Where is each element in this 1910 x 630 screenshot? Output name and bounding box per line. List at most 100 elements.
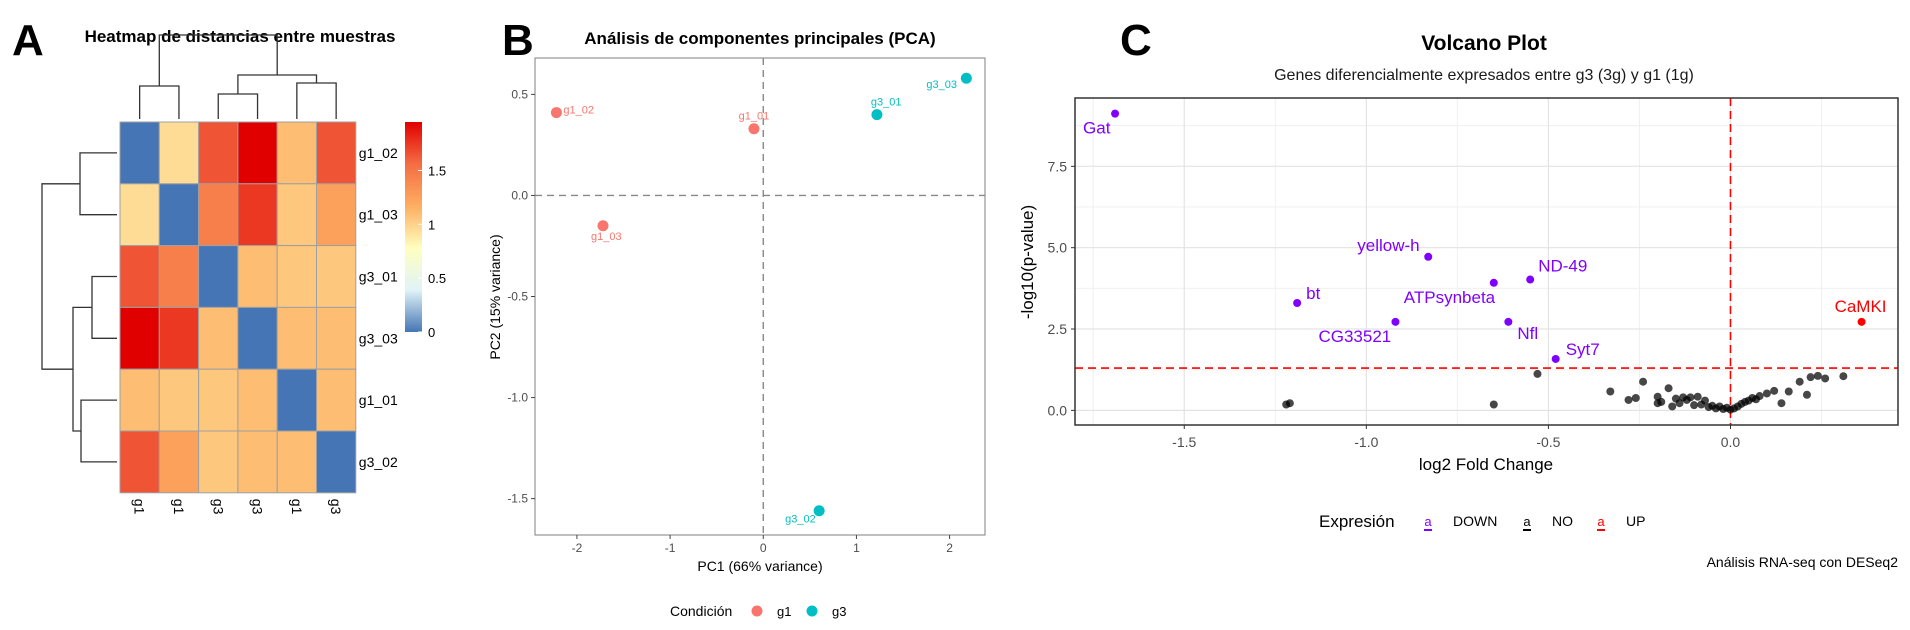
dendrogram-branch [158, 34, 278, 86]
legend-tick-label: 0.5 [428, 271, 446, 286]
pca-point-g1_01 [748, 123, 760, 135]
heatmap-row-label: g3_02 [359, 454, 398, 470]
pca-point-label: g1_03 [591, 231, 622, 243]
volcano-point [1675, 399, 1684, 408]
heatmap-cell [237, 121, 278, 185]
volcano-point [1857, 317, 1866, 326]
volcano-point [1795, 377, 1804, 386]
heatmap-col-label: g3 [250, 499, 266, 515]
legend-tick-label: 1.5 [428, 163, 446, 178]
volcano-point [1806, 373, 1815, 382]
volcano-gene-label: bt [1306, 284, 1320, 303]
volcano-legend-key: a [1523, 514, 1531, 529]
pca-x-tick-label: 0 [760, 541, 767, 555]
volcano-subtitle: Genes diferencialmente expresados entre … [1274, 67, 1694, 84]
volcano-panel: Volcano Plot Genes diferencialmente expre… [1018, 32, 1899, 570]
heatmap-cell [158, 430, 200, 494]
volcano-y-tick-label: 5.0 [1048, 240, 1068, 256]
heatmap-cell [276, 430, 318, 494]
heatmap-cell [316, 121, 357, 185]
heatmap-cell [198, 121, 239, 185]
volcano-point [1668, 402, 1677, 411]
heatmap-cell [198, 306, 239, 370]
pca-x-tick-label: -1 [665, 541, 676, 555]
volcano-point [1111, 109, 1120, 118]
heatmap-cell [276, 245, 318, 308]
heatmap-row-label: g1_01 [359, 392, 398, 408]
heatmap-cells [119, 121, 357, 494]
heatmap-row-label: g1_03 [359, 207, 398, 223]
heatmap-cell [276, 306, 318, 370]
volcano-point [1693, 392, 1702, 401]
heatmap-cell [237, 245, 278, 308]
pca-legend-label: g1 [777, 604, 791, 619]
pca-point-g3_03 [960, 72, 972, 84]
legend-tick-label: 0 [428, 325, 435, 340]
volcano-caption: Análisis RNA-seq con DESeq2 [1707, 554, 1899, 570]
heatmap-col-label: g1 [289, 499, 305, 515]
heatmap-col-label: g1 [132, 499, 148, 515]
heatmap-cell [158, 183, 200, 247]
volcano-point [1526, 275, 1535, 284]
volcano-point [1784, 387, 1793, 396]
volcano-point [1762, 389, 1771, 398]
heatmap-col-label: g3 [210, 499, 226, 515]
volcano-legend-key: a [1424, 514, 1432, 529]
pca-y-axis-label: PC2 (15% variance) [487, 234, 503, 359]
pca-x-tick-label: 2 [946, 541, 953, 555]
pca-point-g3_01 [871, 109, 883, 121]
heatmap-color-legend [405, 122, 422, 332]
volcano-gene-label: Syt7 [1566, 340, 1600, 359]
heatmap-cell [119, 430, 160, 494]
volcano-plot-frame [1074, 97, 1899, 426]
volcano-point [1690, 401, 1699, 410]
heatmap-cell [316, 368, 357, 432]
panel-letter-b: B [502, 16, 534, 65]
pca-point-label: g3_03 [926, 79, 957, 91]
volcano-legend-title: Expresión [1319, 512, 1395, 531]
volcano-legend-label: NO [1552, 513, 1573, 529]
pca-point-label: g1_01 [739, 111, 770, 123]
pca-legend-title: Condición [670, 603, 732, 619]
pca-title: Análisis de componentes principales (PCA… [584, 29, 935, 48]
pca-point-g3_02 [813, 505, 825, 517]
heatmap-cell [158, 121, 200, 185]
heatmap-cell [198, 183, 239, 247]
heatmap-cell [158, 306, 200, 370]
volcano-legend-label: UP [1626, 513, 1645, 529]
pca-panel: Análisis de componentes principales (PCA… [487, 29, 986, 619]
volcano-y-tick-label: 2.5 [1048, 321, 1068, 337]
heatmap-cell [316, 430, 357, 494]
row-dendrogram [41, 152, 117, 463]
pca-legend-swatch [806, 605, 818, 617]
heatmap-cell [198, 368, 239, 432]
heatmap-cell [316, 306, 357, 370]
pca-y-tick-label: 0.0 [511, 188, 528, 202]
heatmap-cell [316, 183, 357, 247]
volcano-y-axis-label: -log10(p-value) [1018, 205, 1037, 319]
heatmap-cell [276, 121, 318, 185]
volcano-point [1839, 372, 1848, 381]
pca-y-tick-label: -1.0 [507, 391, 528, 405]
heatmap-cell [119, 306, 160, 370]
volcano-gene-label: Nfl [1517, 324, 1538, 343]
volcano-x-axis-label: log2 Fold Change [1419, 455, 1553, 474]
volcano-point [1755, 392, 1764, 401]
pca-point-label: g3_01 [871, 97, 902, 109]
heatmap-cell [276, 368, 318, 432]
volcano-gene-label: Gat [1083, 119, 1111, 138]
volcano-gene-label: ND-49 [1538, 257, 1587, 276]
volcano-point [1777, 399, 1786, 408]
pca-x-tick-label: 1 [853, 541, 860, 555]
volcano-point [1293, 298, 1302, 307]
heatmap-cell [198, 430, 239, 494]
volcano-legend-label: DOWN [1453, 513, 1497, 529]
volcano-point [1551, 354, 1560, 363]
volcano-gene-label: CaMKI [1835, 297, 1887, 316]
volcano-point [1424, 252, 1433, 261]
heatmap-cell [119, 121, 160, 185]
volcano-grid [1075, 98, 1898, 425]
volcano-point [1489, 400, 1498, 409]
volcano-y-tick-label: 7.5 [1048, 158, 1068, 174]
heatmap-cell [276, 183, 318, 247]
